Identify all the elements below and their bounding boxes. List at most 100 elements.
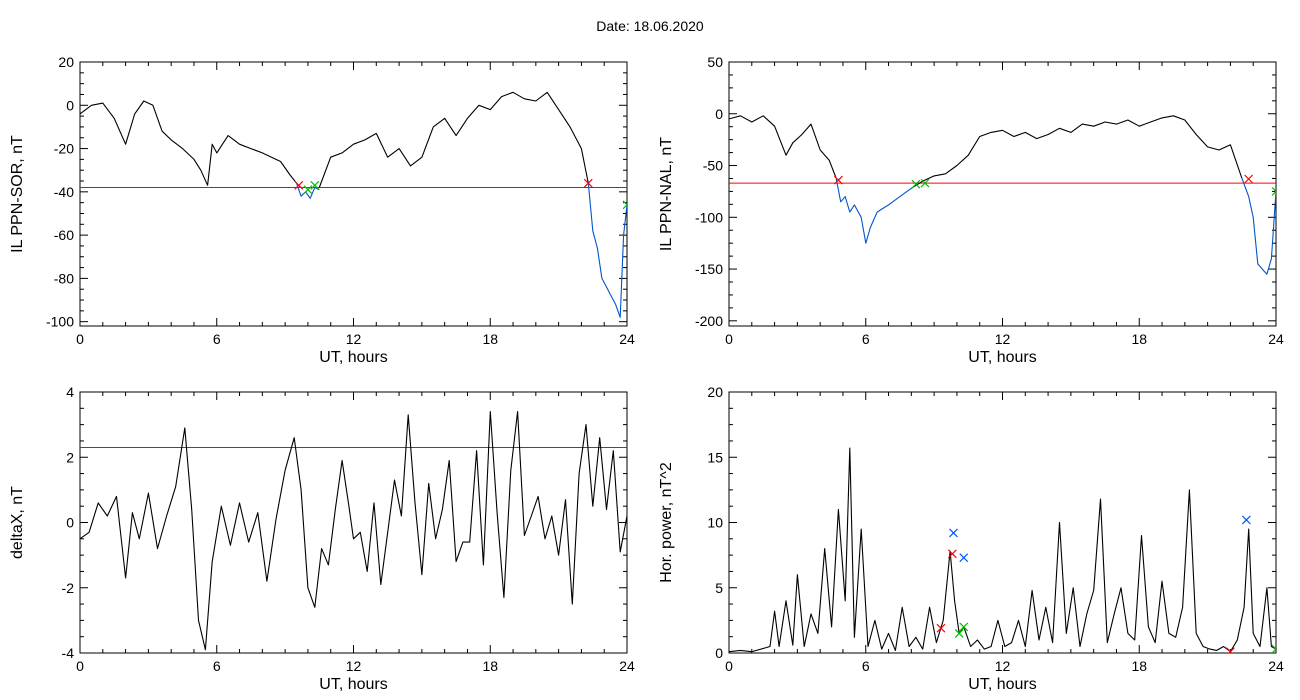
nal-series-line (911, 115, 1243, 189)
nal-event-marker (911, 179, 921, 189)
power-series-line (729, 447, 1276, 653)
nal-event-marker (1244, 174, 1254, 184)
nal-plot-area (729, 115, 1276, 275)
power-x-tick-label: 18 (1131, 658, 1147, 674)
deltax-y-tick-label: 0 (66, 515, 74, 531)
power-event-marker-stroke (947, 549, 957, 559)
power-event-marker-stroke (936, 623, 946, 633)
sor-event-marker-stroke (622, 203, 627, 210)
power-y-tick-label: 10 (707, 515, 723, 531)
power-y-axis-label: Hor. power, nT^2 (658, 462, 675, 583)
power-x-tick-label: 24 (1268, 658, 1284, 674)
power-event-marker-stroke (1241, 515, 1251, 525)
power-event-marker-stroke (1228, 647, 1235, 653)
nal-event-marker-stroke (1244, 174, 1254, 184)
deltax-x-axis-label: UT, hours (319, 676, 387, 693)
sor-y-tick-label: -60 (54, 227, 74, 243)
sor-x-tick-label: 0 (76, 331, 84, 347)
sor-y-tick-label: 0 (66, 97, 74, 113)
nal-event-marker-stroke (833, 175, 843, 185)
sor-event-marker-stroke (583, 178, 593, 188)
nal-plot-frame (728, 61, 1277, 327)
sor-event-marker-stroke (303, 185, 313, 195)
sor-x-axis-label: UT, hours (319, 349, 387, 366)
deltax-plot-frame (79, 391, 628, 654)
power-x-axis-label: UT, hours (968, 676, 1036, 693)
sor-plot-area (80, 91, 627, 318)
sor-event-marker (310, 180, 320, 190)
nal-event-marker-stroke (920, 178, 930, 188)
power-event-marker (959, 553, 969, 563)
power-event-marker (1241, 515, 1251, 525)
nal-y-tick-label: -50 (703, 158, 723, 174)
sor-series-line (318, 91, 589, 188)
nal-event-marker-stroke (911, 179, 921, 189)
deltax-y-tick-label: 4 (66, 384, 74, 400)
nal-y-axis-label: IL PPN-NAL, nT (658, 137, 675, 251)
nal-event-marker (833, 175, 843, 185)
deltax-plot-area (80, 411, 627, 651)
power-event-marker-stroke (1271, 644, 1276, 650)
nal-panel: 0 6 12 18 24 -200 -150 -100 -50 0 50 UT, hours IL PP… (658, 54, 1284, 366)
deltax-y-tick-label: -4 (62, 645, 75, 661)
sor-event-marker-stroke (622, 200, 627, 206)
power-y-tick-label: 0 (715, 645, 723, 661)
nal-x-tick-label: 0 (725, 331, 733, 347)
sor-x-tick-label: 12 (346, 331, 362, 347)
nal-y-tick-label: 50 (707, 54, 723, 70)
sor-x-tick-label: 18 (482, 331, 498, 347)
sor-plot-frame (79, 61, 628, 327)
deltax-y-tick-label: -2 (62, 580, 75, 596)
power-plot-area (729, 447, 1276, 653)
deltax-y-tick-label: 2 (66, 449, 74, 465)
sor-y-axis-label: IL PPN-SOR, nT (9, 135, 26, 253)
power-y-tick-label: 5 (715, 580, 723, 596)
power-event-marker (1271, 644, 1276, 653)
deltax-x-tick-label: 24 (619, 658, 635, 674)
power-event-marker-stroke (954, 629, 964, 638)
sor-event-marker-stroke (294, 180, 304, 190)
power-x-tick-label: 0 (725, 658, 733, 674)
sor-y-tick-label: 20 (58, 54, 74, 70)
sor-y-tick-label: -80 (54, 270, 74, 286)
nal-event-marker-stroke (1271, 190, 1276, 196)
power-event-marker-stroke (959, 553, 969, 563)
nal-y-tick-label: -200 (695, 313, 723, 329)
nal-event-marker-stroke (1271, 186, 1276, 193)
deltax-x-tick-label: 0 (76, 658, 84, 674)
sor-x-tick-label: 6 (213, 331, 221, 347)
nal-y-tick-label: -100 (695, 209, 723, 225)
sor-y-tick-label: -40 (54, 184, 74, 200)
nal-x-tick-label: 6 (862, 331, 870, 347)
sor-event-marker (622, 200, 627, 210)
deltax-x-tick-label: 18 (482, 658, 498, 674)
power-y-tick-label: 20 (707, 384, 723, 400)
nal-event-marker (1271, 186, 1276, 196)
nal-x-tick-label: 12 (995, 331, 1011, 347)
deltax-y-axis-label: deltaX, nT (9, 486, 26, 559)
power-x-tick-label: 6 (862, 658, 870, 674)
sor-event-marker (583, 178, 593, 188)
sor-y-tick-label: -20 (54, 141, 74, 157)
power-event-marker (947, 549, 957, 559)
nal-series-line (729, 115, 837, 179)
sor-x-tick-label: 24 (619, 331, 635, 347)
sor-y-tick-label: -100 (46, 314, 74, 330)
power-event-marker-stroke (959, 622, 969, 632)
deltax-x-tick-label: 12 (346, 658, 362, 674)
power-y-tick-label: 15 (707, 449, 723, 465)
sor-panel: 0 6 12 18 24 -100 -80 -60 -40 -20 0 20 UT, hours IL P… (9, 54, 635, 366)
nal-y-tick-label: 0 (715, 106, 723, 122)
nal-event-marker (920, 178, 930, 188)
power-event-marker (959, 622, 969, 632)
nal-x-tick-label: 24 (1268, 331, 1284, 347)
sor-series-line (295, 183, 320, 199)
power-event-marker-stroke (1271, 648, 1276, 653)
page-title: Date: 18.06.2020 (596, 18, 704, 34)
nal-series-line (1241, 177, 1276, 275)
nal-x-axis-label: UT, hours (968, 349, 1036, 366)
deltax-series-line (80, 411, 627, 651)
nal-x-tick-label: 18 (1131, 331, 1147, 347)
